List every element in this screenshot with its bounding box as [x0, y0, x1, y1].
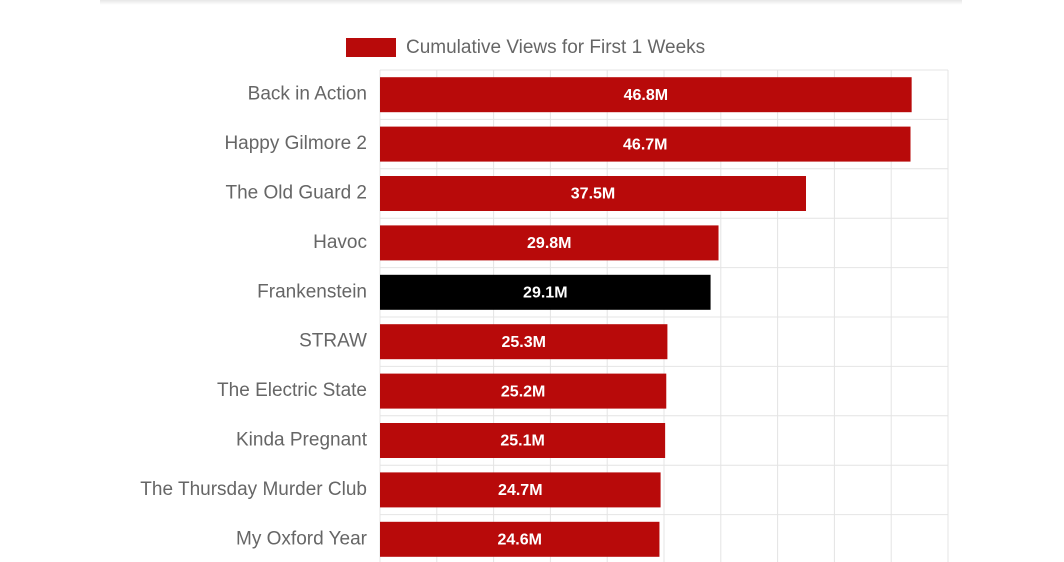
y-tick-label: Back in Action — [248, 84, 367, 105]
value-label: 46.8M — [624, 87, 668, 104]
value-label: 25.3M — [501, 334, 545, 351]
value-label: 46.7M — [623, 136, 667, 153]
value-label: 25.1M — [500, 433, 544, 450]
bar — [380, 373, 667, 409]
bar — [380, 472, 661, 508]
bar — [380, 77, 912, 113]
value-label: 25.2M — [501, 383, 545, 400]
y-tick-label: My Oxford Year — [236, 528, 368, 549]
bar — [380, 176, 806, 211]
y-tick-label: Havoc — [313, 232, 367, 253]
y-tick-label: The Thursday Murder Club — [140, 479, 367, 500]
legend-swatch — [346, 38, 396, 57]
y-tick-label: The Old Guard 2 — [225, 183, 367, 204]
bar — [380, 126, 911, 162]
value-label: 37.5M — [571, 186, 615, 203]
y-tick-label: Kinda Pregnant — [236, 430, 368, 451]
y-tick-label: STRAW — [299, 331, 367, 352]
bar — [380, 521, 660, 557]
bar — [380, 274, 711, 310]
value-label: 29.1M — [523, 285, 567, 302]
value-label: 29.8M — [527, 235, 571, 252]
value-label: 24.6M — [497, 532, 541, 549]
bar — [380, 225, 719, 261]
y-tick-label: Happy Gilmore 2 — [224, 133, 367, 154]
card-edge — [100, 0, 962, 5]
value-label: 24.7M — [498, 482, 542, 499]
legend-label: Cumulative Views for First 1 Weeks — [406, 37, 705, 58]
y-tick-label: Frankenstein — [257, 281, 367, 302]
bar — [380, 423, 666, 458]
bar — [380, 324, 668, 360]
y-tick-label: The Electric State — [217, 380, 367, 401]
